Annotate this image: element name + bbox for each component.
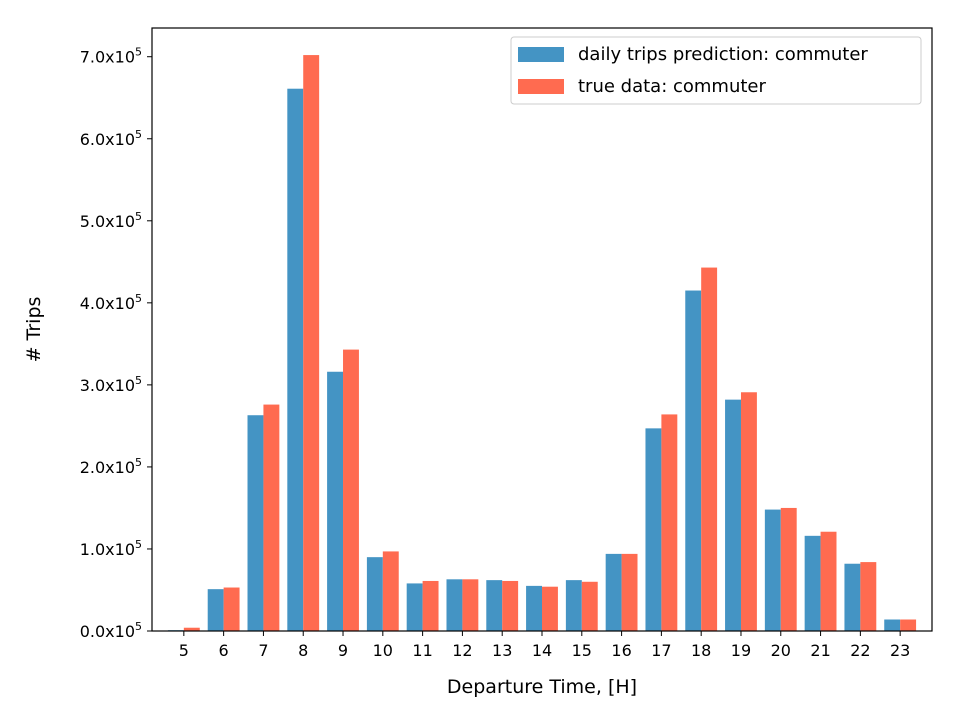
x-tick-label: 20 (771, 641, 791, 660)
bar-series2-17 (661, 414, 678, 631)
bar-series2-15 (581, 581, 598, 631)
bar-series2-11 (422, 580, 439, 631)
bar-series1-19 (725, 399, 741, 631)
x-tick-label: 22 (850, 641, 870, 660)
legend-label: true data: commuter (578, 76, 767, 97)
bar-series1-12 (446, 579, 463, 631)
x-tick-label: 21 (810, 641, 830, 660)
legend-box (510, 36, 922, 105)
x-tick-label: 10 (373, 641, 393, 660)
bar-series2-10 (382, 551, 399, 631)
bar-series1-13 (486, 580, 503, 631)
bar-series1-22 (844, 563, 861, 631)
y-tick-label: 4.0x105 (80, 292, 142, 313)
bar-series1-21 (804, 535, 821, 631)
legend: daily trips prediction: commuter true dat… (510, 36, 922, 105)
x-tick-label: 13 (492, 641, 512, 660)
x-tick-label: 12 (452, 641, 472, 660)
x-tick-label: 7 (258, 641, 268, 660)
bar-series1-9 (327, 371, 344, 631)
legend-swatch (518, 79, 564, 94)
x-tick-label: 6 (219, 641, 229, 660)
bar-series1-10 (366, 557, 383, 631)
bar-series2-12 (462, 579, 479, 631)
bar-series1-14 (526, 585, 542, 631)
x-tick-label: 15 (572, 641, 592, 660)
bar-series1-6 (207, 589, 224, 631)
bar-series1-17 (645, 428, 662, 631)
bar-series2-8 (303, 55, 320, 631)
bar-series2-16 (621, 553, 638, 631)
bar-series2-13 (502, 580, 519, 631)
bar-series2-9 (343, 349, 359, 631)
bar-series2-23 (900, 619, 917, 631)
x-tick-label: 9 (338, 641, 348, 660)
bar-series2-21 (820, 531, 837, 631)
bar-series1-16 (605, 553, 622, 631)
x-tick-label: 23 (890, 641, 910, 660)
x-tick-label: 18 (691, 641, 711, 660)
bar-series1-11 (406, 583, 423, 631)
bar-series1-23 (884, 619, 901, 631)
bar-series2-6 (223, 587, 240, 631)
y-tick-label: 2.0x105 (80, 456, 142, 477)
y-tick-label: 5.0x105 (80, 210, 142, 231)
x-tick-label: 19 (731, 641, 751, 660)
bar-series2-20 (780, 507, 797, 631)
bars-layer (167, 55, 917, 631)
bar-series2-14 (542, 586, 558, 631)
bar-series2-22 (860, 562, 877, 631)
bar-series2-5 (183, 627, 200, 631)
x-tick-label: 17 (651, 641, 671, 660)
y-tick-label: 6.0x105 (80, 128, 142, 149)
bar-series2-18 (701, 267, 718, 631)
bar-series1-15 (565, 580, 582, 631)
x-axis: 5 6 7 8 9 10 11 12 13 14 15 16 17 18 19 20 21 22 23 (179, 631, 910, 660)
bar-series2-19 (740, 392, 757, 631)
x-tick-label: 11 (412, 641, 432, 660)
y-axis-label: # Trips (23, 297, 45, 363)
bar-series1-18 (685, 290, 702, 631)
bar-series1-7 (247, 415, 264, 631)
legend-label: daily trips prediction: commuter (578, 44, 868, 65)
x-tick-label: 16 (611, 641, 631, 660)
bar-series2-7 (263, 404, 280, 631)
legend-swatch (518, 47, 564, 62)
bar-series1-8 (287, 88, 304, 631)
y-tick-label: 1.0x105 (80, 538, 142, 559)
y-tick-label: 3.0x105 (80, 374, 142, 395)
bar-series1-20 (764, 509, 781, 631)
x-tick-label: 5 (179, 641, 189, 660)
y-tick-label: 0.0x105 (80, 620, 142, 641)
x-tick-label: 8 (298, 641, 308, 660)
x-axis-label: Departure Time, [H] (447, 676, 637, 698)
y-tick-label: 7.0x105 (80, 46, 142, 67)
x-tick-label: 14 (532, 641, 552, 660)
y-axis: 0.0x105 1.0x105 2.0x105 3.0x105 4.0x105 5.0x1… (80, 46, 152, 641)
